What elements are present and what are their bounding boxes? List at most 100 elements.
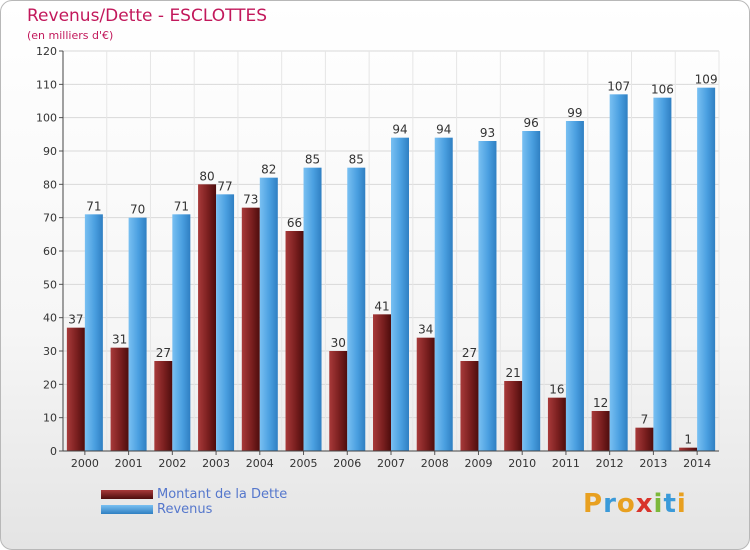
y-tick-label: 80 [43, 178, 57, 191]
bar-dette [285, 231, 304, 451]
data-label-dette: 12 [593, 396, 608, 410]
data-label-revenus: 99 [567, 106, 582, 120]
bar-revenus [391, 137, 409, 451]
data-label-dette: 7 [641, 413, 649, 427]
data-label-revenus: 71 [86, 199, 101, 213]
data-label-dette: 21 [506, 366, 521, 380]
x-tick-label: 2011 [552, 457, 580, 470]
y-tick-label: 90 [43, 145, 57, 158]
logo-letter: P [583, 489, 604, 519]
chart-title: Revenus/Dette - ESCLOTTES [27, 6, 268, 26]
data-label-dette: 30 [331, 336, 346, 350]
axes: 0 10 20 30 40 50 60 70 80 90 100 110 120 2000 2001 2002… [36, 45, 719, 470]
bar-revenus [347, 167, 366, 451]
bar-revenus [128, 217, 147, 451]
bar-dette [373, 314, 391, 451]
y-tick-label: 0 [50, 445, 57, 458]
x-tick-label: 2008 [421, 457, 449, 470]
x-tick-label: 2000 [71, 457, 99, 470]
data-label-revenus: 94 [436, 123, 451, 137]
x-tick-label: 2005 [290, 457, 318, 470]
bar-revenus [303, 167, 322, 451]
data-label-revenus: 93 [480, 126, 495, 140]
logo-letter: i [653, 489, 664, 519]
y-tick-label: 60 [43, 245, 57, 258]
y-tick-label: 120 [36, 45, 57, 58]
proxiti-logo: Proxiti [583, 489, 687, 519]
bar-revenus [172, 214, 191, 451]
x-tick-label: 2010 [508, 457, 536, 470]
bar-dette [635, 427, 654, 451]
x-tick-label: 2003 [202, 457, 230, 470]
bar-revenus [522, 131, 541, 451]
bar-revenus [434, 137, 453, 451]
data-label-revenus: 71 [174, 199, 189, 213]
data-label-revenus: 85 [349, 153, 364, 167]
bar-dette [241, 207, 260, 451]
x-tick-label: 2002 [158, 457, 186, 470]
x-tick-label: 2013 [639, 457, 667, 470]
data-label-dette: 80 [199, 169, 214, 183]
bar-dette [329, 351, 348, 451]
legend: Montant de la Dette Revenus [101, 487, 287, 517]
logo-letter: t [663, 489, 677, 519]
legend-label-revenus: Revenus [157, 502, 213, 517]
data-label-dette: 27 [462, 346, 477, 360]
data-label-revenus: 94 [392, 123, 407, 137]
bar-revenus [609, 94, 628, 451]
x-tick-label: 2012 [596, 457, 624, 470]
bar-dette [591, 411, 610, 451]
data-label-revenus: 85 [305, 153, 320, 167]
legend-item-dette: Montant de la Dette [101, 487, 287, 502]
data-label-dette: 1 [684, 433, 692, 447]
bar-revenus [653, 97, 672, 452]
bar-dette [110, 347, 129, 451]
data-label-revenus: 77 [217, 179, 232, 193]
bar-dette [460, 361, 479, 451]
logo-letter: x [635, 489, 654, 519]
y-tick-label: 20 [43, 378, 57, 391]
bar-dette [66, 327, 85, 451]
x-tick-label: 2009 [464, 457, 492, 470]
bar-dette [679, 447, 698, 451]
data-label-revenus: 82 [261, 163, 276, 177]
bar-revenus [84, 214, 103, 451]
y-tick-label: 70 [43, 212, 57, 225]
y-tick-label: 110 [36, 78, 57, 91]
legend-swatch-revenus [101, 505, 153, 514]
y-tick-label: 40 [43, 312, 57, 325]
bar-revenus [259, 177, 278, 451]
data-label-revenus: 107 [607, 79, 630, 93]
bar-revenus [478, 141, 497, 451]
data-label-dette: 66 [287, 216, 302, 230]
bar-revenus [216, 194, 235, 452]
x-tick-label: 2004 [246, 457, 274, 470]
bar-dette [416, 337, 435, 451]
legend-item-revenus: Revenus [101, 502, 287, 517]
logo-letter: i [676, 489, 687, 519]
chart-subtitle: (en milliers d'€) [27, 29, 114, 42]
bar-dette [504, 381, 523, 451]
data-label-revenus: 70 [130, 203, 145, 217]
data-label-dette: 41 [374, 299, 389, 313]
data-label-dette: 27 [156, 346, 171, 360]
data-label-dette: 16 [549, 383, 564, 397]
y-tick-label: 10 [43, 412, 57, 425]
bars [66, 87, 716, 452]
logo-letter: o [616, 489, 636, 519]
data-label-revenus: 106 [651, 83, 674, 97]
x-tick-label: 2006 [333, 457, 361, 470]
logo-letter: r [603, 489, 617, 519]
y-tick-label: 100 [36, 112, 57, 125]
bar-dette [198, 184, 217, 452]
x-tick-label: 2001 [115, 457, 143, 470]
bar-dette [547, 397, 566, 451]
legend-label-dette: Montant de la Dette [157, 487, 288, 502]
x-tick-label: 2014 [683, 457, 711, 470]
x-tick-label: 2007 [377, 457, 405, 470]
y-tick-label: 50 [43, 278, 57, 291]
data-label-dette: 34 [418, 323, 433, 337]
data-label-revenus: 109 [695, 73, 718, 87]
